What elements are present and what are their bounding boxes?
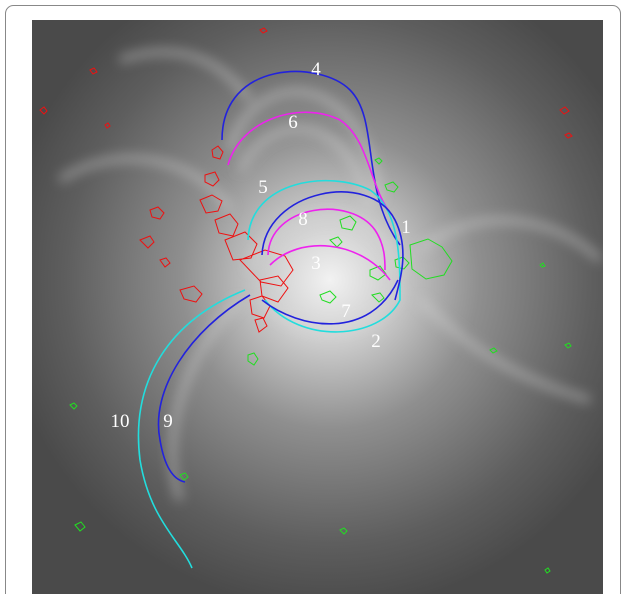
label: 8 <box>298 209 308 230</box>
label: 6 <box>288 112 298 133</box>
label: 4 <box>311 59 321 80</box>
labels: 4 6 5 1 8 3 7 2 10 9 <box>111 59 411 432</box>
label: 5 <box>258 177 268 198</box>
label: 1 <box>401 217 411 238</box>
label: 2 <box>371 331 381 352</box>
field-lines <box>137 70 404 569</box>
label: 10 <box>111 411 130 432</box>
label: 9 <box>163 411 173 432</box>
solar-image <box>32 20 603 594</box>
label: 3 <box>311 253 321 274</box>
positive-contours <box>69 157 572 574</box>
negative-contours <box>39 27 573 333</box>
label: 7 <box>341 301 351 322</box>
